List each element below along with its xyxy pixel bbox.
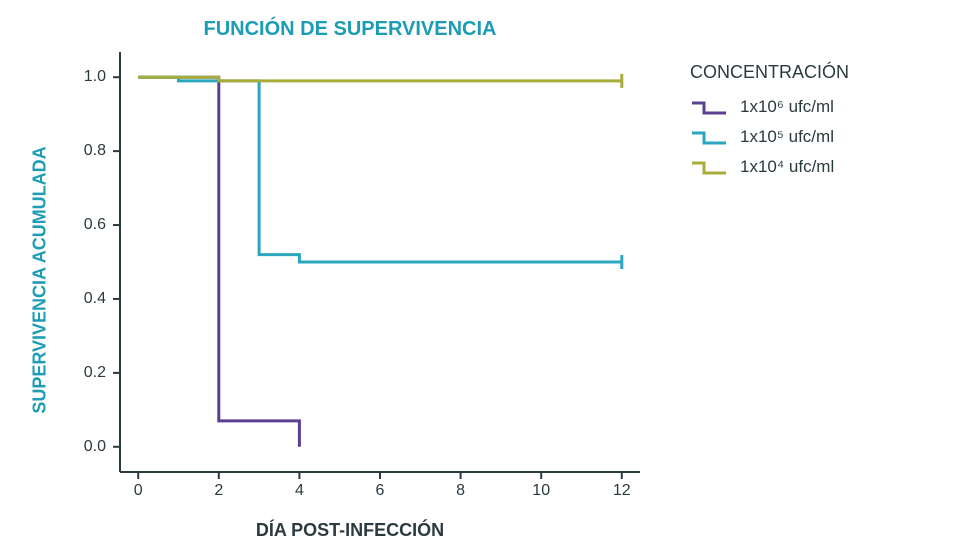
x-tick-label: 10 bbox=[532, 482, 550, 500]
legend-item: 1x10⁴ ufc/ml bbox=[690, 157, 950, 177]
y-tick-label: 1.0 bbox=[84, 68, 106, 86]
legend-swatch-step-icon bbox=[690, 127, 728, 147]
legend-title: CONCENTRACIÓN bbox=[690, 62, 950, 83]
x-tick-label: 0 bbox=[134, 482, 143, 500]
legend: CONCENTRACIÓN 1x10⁶ ufc/ml1x10⁵ ufc/ml1x… bbox=[690, 62, 950, 187]
x-tick-label: 4 bbox=[295, 482, 304, 500]
chart-title: FUNCIÓN DE SUPERVIVENCIA bbox=[0, 18, 700, 41]
legend-item-label: 1x10⁴ ufc/ml bbox=[740, 157, 834, 177]
legend-item: 1x10⁶ ufc/ml bbox=[690, 97, 950, 117]
legend-item-label: 1x10⁶ ufc/ml bbox=[740, 97, 834, 117]
chart-container: FUNCIÓN DE SUPERVIVENCIA SUPERVIVENCIA A… bbox=[0, 0, 980, 560]
y-tick-label: 0.8 bbox=[84, 142, 106, 160]
legend-items: 1x10⁶ ufc/ml 1x10⁵ ufc/ml 1x10⁴ ufc/ml bbox=[690, 97, 950, 177]
legend-item: 1x10⁵ ufc/ml bbox=[690, 127, 950, 147]
x-axis-label: DÍA POST-INFECCIÓN bbox=[256, 520, 444, 541]
legend-swatch-step-icon bbox=[690, 97, 728, 117]
x-tick-label: 8 bbox=[456, 482, 465, 500]
x-tick-label: 6 bbox=[376, 482, 385, 500]
x-tick-label: 12 bbox=[613, 482, 631, 500]
y-tick-label: 0.4 bbox=[84, 290, 106, 308]
y-axis-label: SUPERVIVENCIA ACUMULADA bbox=[30, 146, 51, 413]
y-tick-label: 0.6 bbox=[84, 216, 106, 234]
y-tick-label: 0.2 bbox=[84, 364, 106, 382]
y-tick-label: 0.0 bbox=[84, 438, 106, 456]
legend-item-label: 1x10⁵ ufc/ml bbox=[740, 127, 834, 147]
legend-swatch-step-icon bbox=[690, 157, 728, 177]
plot-area bbox=[120, 52, 640, 472]
x-tick-label: 2 bbox=[214, 482, 223, 500]
